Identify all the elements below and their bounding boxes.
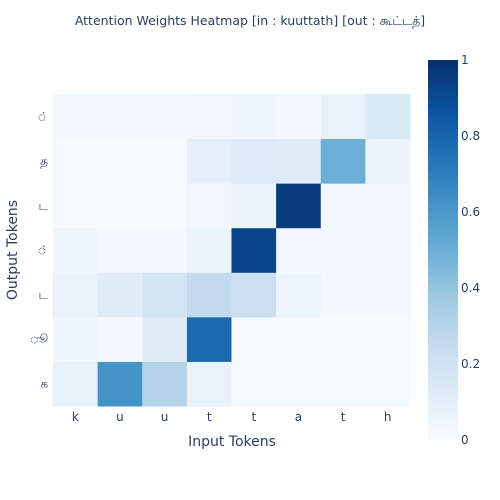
heatmap-cell [53, 138, 99, 184]
heatmap-cell [365, 94, 411, 140]
y-tick-labels: கூ ட் ட த் [30, 109, 49, 390]
heatmap-cell [186, 361, 232, 407]
colorbar [428, 60, 458, 440]
heatmap-cell [231, 272, 277, 318]
y-tick-label: ட [38, 198, 48, 212]
y-tick-label: க [40, 377, 48, 391]
y-tick-label: ூ [30, 332, 48, 346]
x-axis-title: Input Tokens [188, 434, 276, 450]
heatmap-cell [53, 361, 99, 407]
x-tick-label: k [72, 410, 79, 424]
y-tick-label: த [40, 154, 48, 168]
heatmap-cell [53, 183, 99, 229]
heatmap-cell [276, 138, 322, 184]
colorbar-tick-label: 1 [461, 53, 469, 67]
y-tick-label: ் [37, 243, 48, 257]
heatmap-cell [97, 138, 143, 184]
heatmap-cell [186, 183, 232, 229]
colorbar-tick-label: 0 [461, 433, 469, 447]
heatmap-cell [231, 361, 277, 407]
heatmap-cell [186, 316, 232, 362]
heatmap-cell [276, 183, 322, 229]
heatmap-cell [231, 183, 277, 229]
y-axis-title: Output Tokens [5, 200, 21, 300]
heatmap-cell [365, 227, 411, 273]
x-tick-label: u [161, 410, 169, 424]
x-tick-label: u [116, 410, 124, 424]
heatmap-cell [142, 94, 188, 140]
heatmap-cell [320, 361, 366, 407]
heatmap-cell [276, 227, 322, 273]
heatmap-cell [276, 316, 322, 362]
x-tick-label: t [207, 410, 212, 424]
heatmap-cell [365, 361, 411, 407]
x-tick-label: t [341, 410, 346, 424]
heatmap-cell [320, 183, 366, 229]
heatmap-cell [97, 272, 143, 318]
colorbar-tick-label: 0.6 [461, 205, 480, 219]
heatmap-cell [231, 94, 277, 140]
heatmap-cell [231, 316, 277, 362]
heatmap-cell [365, 183, 411, 229]
chart-title: Attention Weights Heatmap [in : kuuttath… [75, 13, 425, 28]
heatmap-cell [276, 361, 322, 407]
heatmap-cell [231, 138, 277, 184]
colorbar-tick-label: 0.2 [461, 357, 480, 371]
y-tick-label: ட [38, 288, 48, 302]
colorbar-tick-label: 0.4 [461, 281, 480, 295]
x-tick-label: a [295, 410, 302, 424]
heatmap-cell [97, 316, 143, 362]
heatmap-cell [276, 272, 322, 318]
colorbar-tick-labels: 0 0.2 0.4 0.6 0.8 1 [461, 53, 480, 447]
heatmap-cell [365, 316, 411, 362]
heatmap-cell [97, 361, 143, 407]
heatmap-cell [53, 227, 99, 273]
heatmap-cell [97, 94, 143, 140]
heatmap-cells [53, 94, 411, 407]
heatmap-cell [142, 138, 188, 184]
heatmap-cell [186, 94, 232, 140]
y-tick-label: ் [37, 109, 48, 123]
heatmap-cell [186, 138, 232, 184]
heatmap-cell [320, 316, 366, 362]
heatmap-cell [142, 361, 188, 407]
heatmap-cell [365, 272, 411, 318]
heatmap-cell [142, 272, 188, 318]
x-tick-label: t [251, 410, 256, 424]
heatmap-cell [53, 272, 99, 318]
heatmap-cell [142, 183, 188, 229]
heatmap-cell [53, 316, 99, 362]
heatmap-cell [320, 94, 366, 140]
heatmap-cell [231, 227, 277, 273]
heatmap-cell [320, 272, 366, 318]
heatmap-cell [142, 316, 188, 362]
heatmap-cell [365, 138, 411, 184]
heatmap-cell [97, 227, 143, 273]
heatmap-cell [320, 227, 366, 273]
colorbar-tick-label: 0.8 [461, 129, 480, 143]
heatmap-cell [320, 138, 366, 184]
x-tick-label: h [384, 410, 392, 424]
heatmap-cell [276, 94, 322, 140]
heatmap-cell [142, 227, 188, 273]
heatmap-cell [53, 94, 99, 140]
heatmap-cell [97, 183, 143, 229]
heatmap-cell [186, 272, 232, 318]
heatmap-cell [186, 227, 232, 273]
